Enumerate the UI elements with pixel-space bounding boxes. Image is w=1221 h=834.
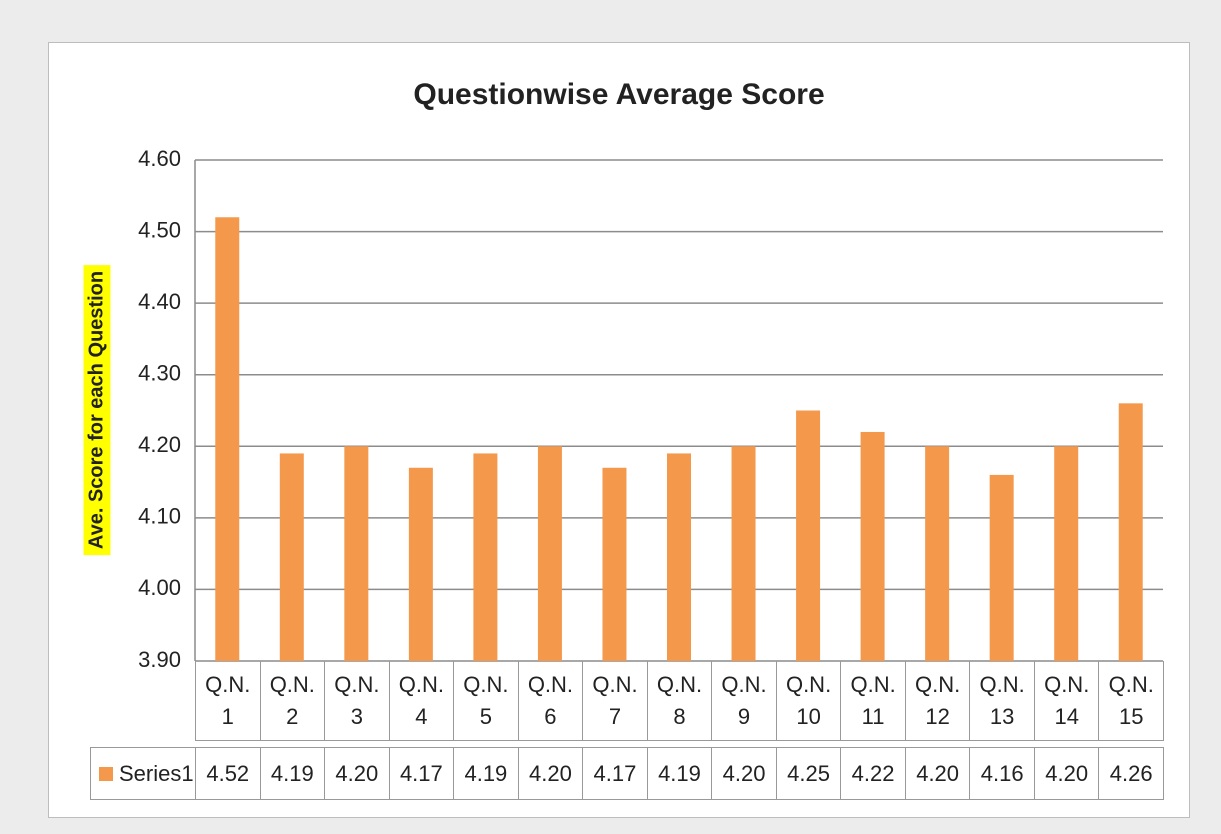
- bar: [1118, 403, 1143, 661]
- data-table-cell: 4.17: [582, 747, 648, 800]
- data-table-cell: 4.20: [517, 747, 584, 800]
- y-axis-label: Ave. Score for each Question: [83, 264, 111, 556]
- y-tick-label: 4.30: [138, 361, 181, 386]
- data-table-cell: 4.20: [324, 747, 390, 800]
- bar: [1054, 446, 1079, 661]
- data-table-cell: 4.26: [1098, 747, 1164, 800]
- y-tick-label: 4.60: [138, 146, 181, 171]
- legend-label: Series1: [119, 760, 194, 786]
- bar: [989, 474, 1014, 661]
- data-table-cell: 4.19: [646, 747, 713, 800]
- data-table-cell: 4.19: [453, 747, 519, 800]
- data-table-cell: 4.16: [969, 747, 1035, 800]
- chart-title: Questionwise Average Score: [413, 78, 825, 111]
- bar: [344, 446, 369, 661]
- data-table-cell: 4.17: [388, 747, 455, 800]
- bar: [796, 410, 821, 661]
- data-table-cell: 4.20: [711, 747, 777, 800]
- bar: [215, 217, 240, 661]
- y-tick-label: 4.10: [138, 504, 181, 529]
- x-tick-label: Q.N. 7: [582, 661, 648, 741]
- x-tick-label: Q.N. 12: [904, 661, 971, 741]
- bar: [408, 467, 433, 661]
- x-tick-label: Q.N. 14: [1033, 661, 1100, 741]
- legend-cell: Series1: [90, 747, 196, 800]
- x-tick-label: Q.N. 15: [1098, 661, 1164, 741]
- x-tick-label: Q.N. 3: [324, 661, 390, 741]
- legend-swatch: [99, 766, 113, 781]
- x-tick-label: Q.N. 6: [517, 661, 584, 741]
- data-table-cell: 4.19: [259, 747, 326, 800]
- x-tick-label: Q.N. 8: [646, 661, 713, 741]
- x-tick-label: Q.N. 9: [711, 661, 777, 741]
- y-tick-label: 4.50: [138, 217, 181, 242]
- y-tick-label: 4.20: [138, 432, 181, 457]
- x-tick-label: Q.N. 4: [388, 661, 455, 741]
- bar: [473, 453, 498, 661]
- bar: [667, 453, 691, 661]
- x-tick-label: Q.N. 2: [259, 661, 326, 741]
- bar: [279, 453, 304, 661]
- bar: [602, 467, 627, 661]
- bar: [860, 431, 885, 661]
- bar: [537, 446, 562, 661]
- y-tick-label: 4.40: [138, 289, 181, 314]
- x-tick-label: Q.N. 1: [195, 661, 261, 741]
- data-table-cell: 4.22: [840, 747, 906, 800]
- x-tick-label: Q.N. 5: [453, 661, 519, 741]
- x-tick-label: Q.N. 13: [969, 661, 1035, 741]
- data-table-cell: 4.20: [1033, 747, 1100, 800]
- data-table-cell: 4.20: [904, 747, 971, 800]
- bar: [925, 446, 950, 661]
- y-tick-label: 4.00: [138, 575, 181, 600]
- y-tick-label: 3.90: [138, 647, 181, 672]
- bar: [731, 446, 756, 661]
- x-tick-label: Q.N. 10: [775, 661, 842, 741]
- x-tick-label: Q.N. 11: [840, 661, 906, 741]
- data-table-cell: 4.25: [775, 747, 842, 800]
- data-table-cell: 4.52: [195, 747, 261, 800]
